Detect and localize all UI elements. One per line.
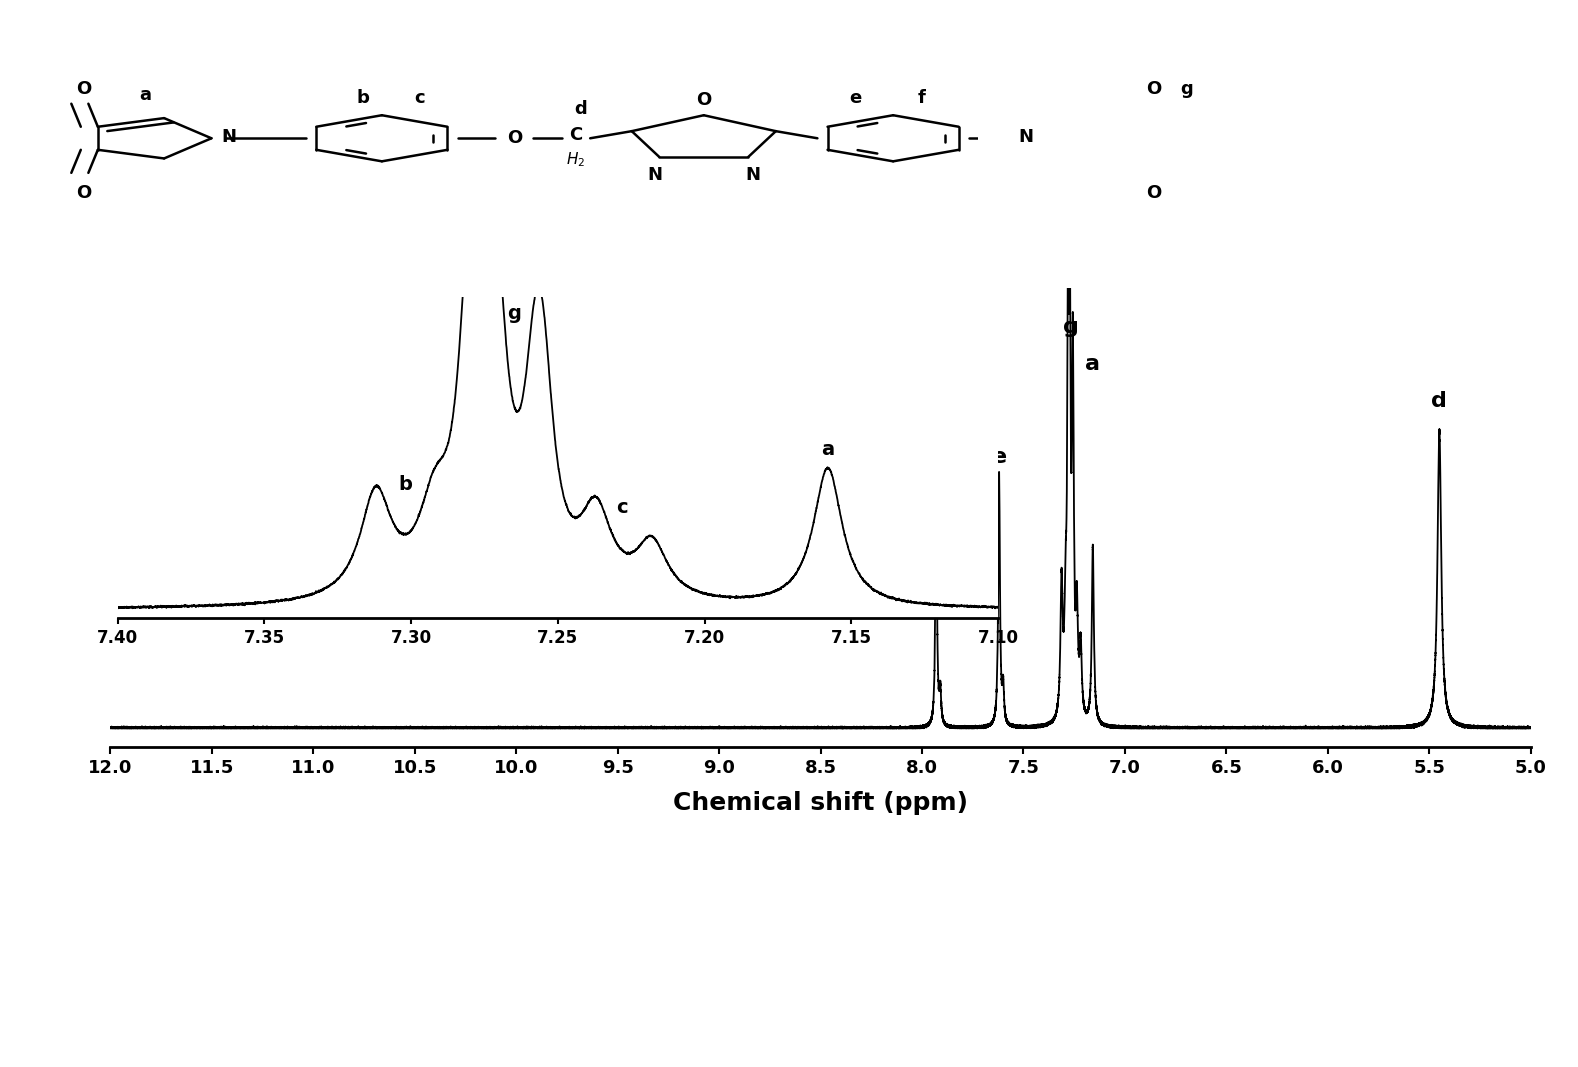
Text: e: e — [991, 447, 1007, 467]
Text: O: O — [507, 129, 522, 147]
X-axis label: Chemical shift (ppm): Chemical shift (ppm) — [674, 791, 967, 814]
Text: O: O — [1146, 185, 1161, 203]
Text: f: f — [929, 477, 939, 497]
Text: C: C — [570, 126, 582, 144]
Text: c: c — [415, 89, 424, 107]
Text: g: g — [1064, 317, 1079, 336]
Text: N: N — [745, 165, 761, 184]
Text: a: a — [1086, 354, 1100, 373]
Text: a: a — [139, 85, 151, 103]
Text: N: N — [221, 128, 237, 146]
Text: f: f — [918, 89, 925, 107]
Text: e: e — [849, 89, 862, 107]
Text: O: O — [76, 80, 92, 98]
Text: O: O — [1146, 80, 1161, 98]
Text: d: d — [1431, 392, 1447, 411]
Text: N: N — [1018, 128, 1034, 146]
Text: d: d — [574, 100, 587, 118]
Text: b: b — [357, 89, 369, 107]
Text: g: g — [1180, 80, 1193, 98]
Text: O: O — [76, 185, 92, 203]
Text: $H_2$: $H_2$ — [567, 149, 585, 169]
Text: O: O — [696, 92, 712, 110]
Text: N: N — [647, 165, 663, 184]
